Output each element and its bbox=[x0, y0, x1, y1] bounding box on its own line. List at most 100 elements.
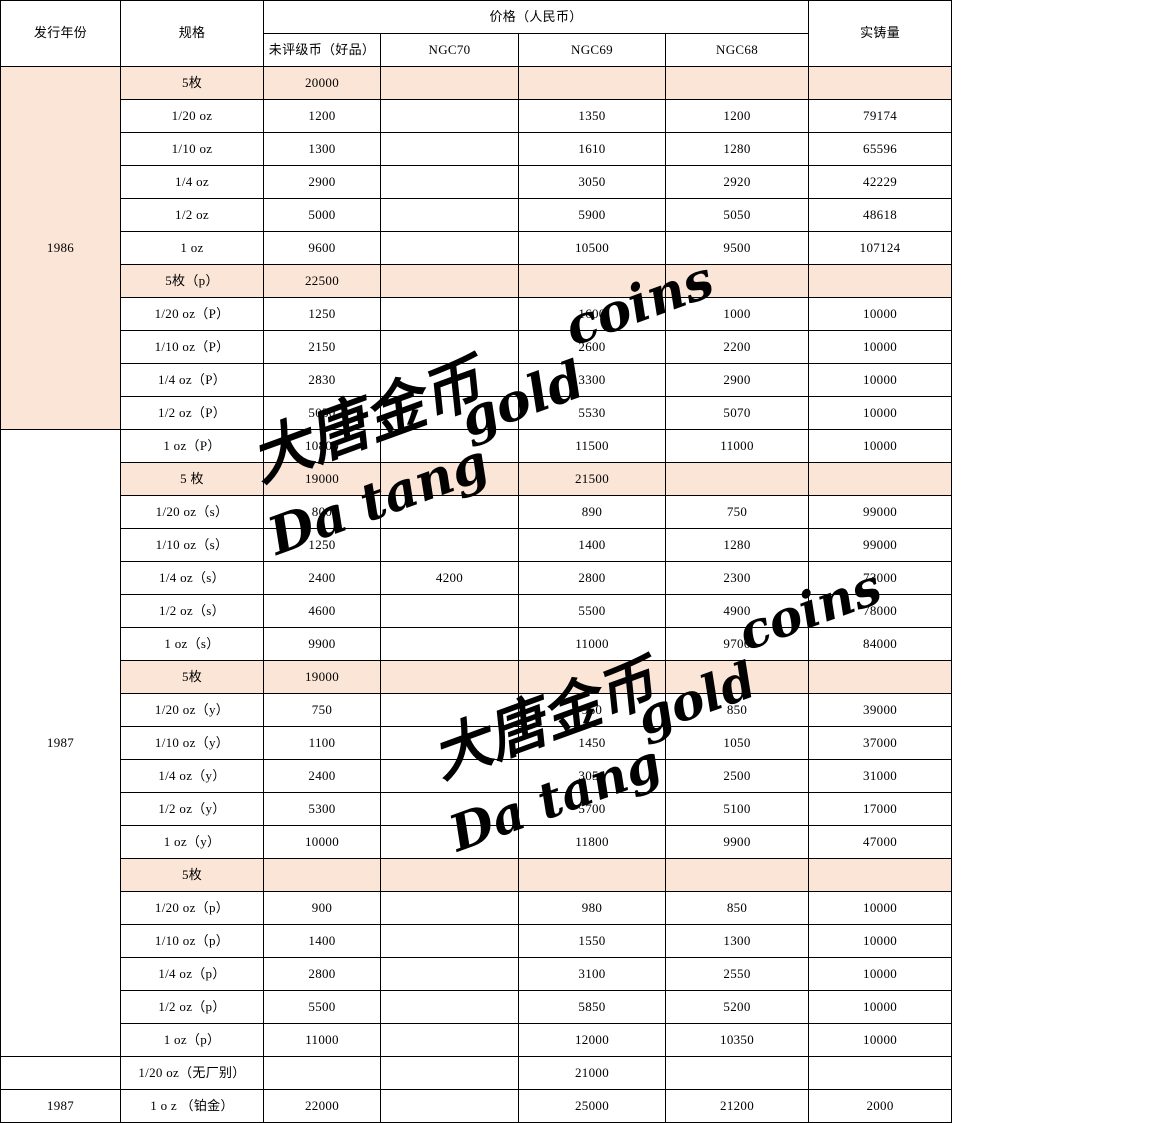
price-ngc70-cell bbox=[380, 495, 519, 529]
price-ngc69-cell: 2600 bbox=[518, 330, 666, 364]
spec-cell: 5 枚 bbox=[120, 462, 264, 496]
price-ngc69-cell: 3050 bbox=[518, 165, 666, 199]
price-raw-cell: 5500 bbox=[263, 990, 381, 1024]
price-ngc69-cell: 1610 bbox=[518, 132, 666, 166]
price-raw-cell: 750 bbox=[263, 693, 381, 727]
price-ngc68-cell: 1000 bbox=[664, 297, 810, 331]
table-row: 1987 1 oz（P） 10800 11500 11000 10000 bbox=[0, 429, 953, 1057]
price-ngc68-cell: 11000 bbox=[664, 429, 810, 463]
price-ngc70-cell bbox=[380, 825, 519, 859]
price-ngc69-cell: 2800 bbox=[518, 561, 666, 595]
price-raw-cell: 2900 bbox=[263, 165, 381, 199]
price-ngc70-cell bbox=[380, 1023, 519, 1057]
spec-cell: 1 oz（p） bbox=[120, 1023, 264, 1057]
price-ngc69-cell bbox=[518, 264, 666, 298]
spec-cell: 1/2 oz（y） bbox=[120, 792, 264, 826]
spec-cell: 1/20 oz（y） bbox=[120, 693, 264, 727]
price-raw-cell: 19000 bbox=[263, 660, 381, 694]
price-ngc70-cell bbox=[380, 792, 519, 826]
header-spec: 规格 bbox=[120, 0, 264, 67]
price-ngc68-cell: 9500 bbox=[664, 231, 810, 265]
price-ngc70-cell bbox=[380, 165, 519, 199]
price-ngc68-cell: 1050 bbox=[664, 726, 810, 760]
price-ngc68-cell: 2920 bbox=[664, 165, 810, 199]
table-row: 1/10 oz（y） 1100 1450 1050 37000 bbox=[1, 726, 953, 760]
table-row: 1 oz（s） 9900 11000 9700 84000 bbox=[1, 627, 953, 661]
table-row: 1986 5枚 20000 bbox=[0, 66, 953, 430]
price-raw-cell: 10000 bbox=[263, 825, 381, 859]
price-ngc70-cell bbox=[380, 1089, 519, 1123]
price-ngc68-cell: 2300 bbox=[664, 561, 810, 595]
price-ngc70-cell bbox=[380, 924, 519, 958]
price-ngc69-cell: 21000 bbox=[518, 1056, 666, 1090]
price-ngc70-cell bbox=[380, 198, 519, 232]
table-body: 1986 5枚 20000 1/20 oz 1200 1350 1200 79174 1/10 … bbox=[0, 66, 953, 1123]
spec-cell: 1/20 oz（P） bbox=[120, 297, 264, 331]
header-year: 发行年份 bbox=[0, 0, 121, 67]
table-row: 1/20 oz 1200 1350 1200 79174 bbox=[1, 99, 953, 133]
price-ngc70-cell bbox=[380, 594, 519, 628]
price-raw-cell: 19000 bbox=[263, 462, 381, 496]
price-raw-cell bbox=[263, 1056, 381, 1090]
spec-cell: 1/4 oz bbox=[120, 165, 264, 199]
mintage-cell: 107124 bbox=[808, 231, 953, 265]
mintage-cell: 10000 bbox=[808, 891, 953, 925]
mintage-cell: 10000 bbox=[808, 297, 953, 331]
price-ngc69-cell: 1450 bbox=[518, 726, 666, 760]
spec-cell: 1 oz（s） bbox=[120, 627, 264, 661]
price-ngc70-cell bbox=[380, 726, 519, 760]
price-ngc68-cell: 850 bbox=[664, 891, 810, 925]
table-row: 5 枚 19000 21500 bbox=[1, 462, 953, 496]
price-ngc70-cell bbox=[380, 429, 519, 463]
price-ngc69-cell: 5530 bbox=[518, 396, 666, 430]
header-row-top: 发行年份 规格 价格（人民币） 实铸量 bbox=[0, 0, 953, 67]
price-ngc68-cell: 2550 bbox=[664, 957, 810, 991]
price-ngc70-cell bbox=[380, 759, 519, 793]
header-ngc69: NGC69 bbox=[518, 33, 666, 67]
price-ngc69-cell: 10500 bbox=[518, 231, 666, 265]
price-ngc68-cell bbox=[664, 660, 810, 694]
price-ngc69-cell: 11500 bbox=[518, 429, 666, 463]
spec-cell: 1/4 oz（y） bbox=[120, 759, 264, 793]
table-row: 1/2 oz（s） 4600 5500 4900 78000 bbox=[1, 594, 953, 628]
price-ngc68-cell: 5050 bbox=[664, 198, 810, 232]
price-ngc68-cell: 9900 bbox=[664, 825, 810, 859]
price-ngc69-cell: 5850 bbox=[518, 990, 666, 1024]
price-ngc68-cell: 750 bbox=[664, 495, 810, 529]
coin-price-table: 发行年份 规格 价格（人民币） 实铸量 未评级币（好品） NGC70 NGC69… bbox=[0, 0, 953, 1123]
price-ngc69-cell: 5500 bbox=[518, 594, 666, 628]
table-row: 1987 1 o z （铂金） 22000 25000 21200 2000 bbox=[0, 1089, 953, 1123]
spec-cell: 1 oz bbox=[120, 231, 264, 265]
table-row: 1/2 oz（P） 5030 5530 5070 10000 bbox=[1, 396, 953, 430]
table-row: 1/20 oz（P） 1250 1600 1000 10000 bbox=[1, 297, 953, 331]
header-raw-price: 未评级币（好品） bbox=[263, 33, 381, 67]
price-ngc70-cell bbox=[380, 693, 519, 727]
price-raw-cell: 1250 bbox=[263, 297, 381, 331]
price-raw-cell: 800 bbox=[263, 495, 381, 529]
price-raw-cell: 1400 bbox=[263, 924, 381, 958]
table-row: 1/4 oz（P） 2830 3300 2900 10000 bbox=[1, 363, 953, 397]
price-ngc69-cell: 1350 bbox=[518, 99, 666, 133]
table-row: 1/2 oz（y） 5300 5700 5100 17000 bbox=[1, 792, 953, 826]
price-ngc70-cell bbox=[380, 363, 519, 397]
price-ngc70-cell bbox=[380, 528, 519, 562]
price-ngc68-cell bbox=[664, 1056, 810, 1090]
price-ngc70-cell bbox=[380, 858, 519, 892]
mintage-cell bbox=[808, 660, 953, 694]
price-ngc70-cell bbox=[380, 396, 519, 430]
price-ngc69-cell: 12000 bbox=[518, 1023, 666, 1057]
spec-cell: 5枚（p） bbox=[120, 264, 264, 298]
spec-cell: 1/10 oz（p） bbox=[120, 924, 264, 958]
table-header: 发行年份 规格 价格（人民币） 实铸量 未评级币（好品） NGC70 NGC69… bbox=[0, 0, 953, 67]
spec-cell: 1/4 oz（s） bbox=[120, 561, 264, 595]
spec-cell: 5枚 bbox=[120, 66, 264, 100]
price-ngc68-cell: 4900 bbox=[664, 594, 810, 628]
mintage-cell: 31000 bbox=[808, 759, 953, 793]
price-ngc68-cell: 5100 bbox=[664, 792, 810, 826]
mintage-cell: 99000 bbox=[808, 495, 953, 529]
table-row: 1/20 oz（s） 800 890 750 99000 bbox=[1, 495, 953, 529]
price-raw-cell: 2150 bbox=[263, 330, 381, 364]
table-row: 5枚 bbox=[1, 858, 953, 892]
spec-cell: 1/2 oz（p） bbox=[120, 990, 264, 1024]
price-ngc70-cell bbox=[380, 660, 519, 694]
